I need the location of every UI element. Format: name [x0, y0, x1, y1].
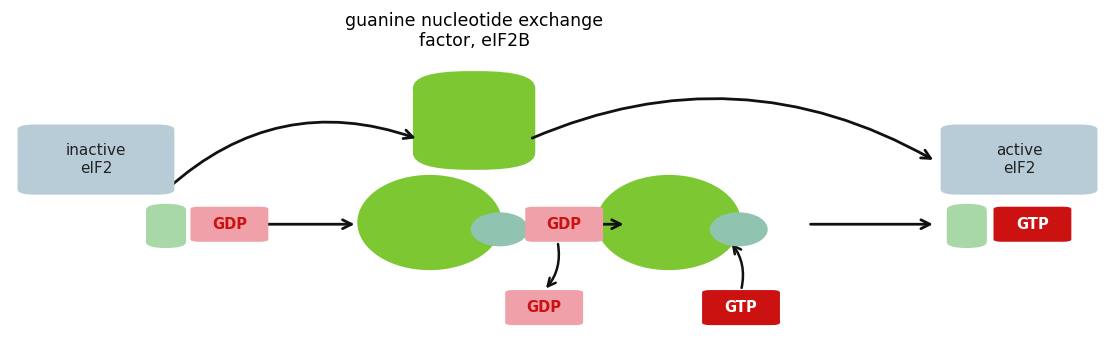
FancyBboxPatch shape [525, 207, 603, 242]
Text: GTP: GTP [725, 300, 757, 315]
FancyBboxPatch shape [18, 125, 174, 194]
FancyBboxPatch shape [413, 71, 535, 170]
Text: GDP: GDP [546, 217, 582, 232]
FancyBboxPatch shape [191, 207, 269, 242]
Text: GDP: GDP [526, 300, 562, 315]
Text: guanine nucleotide exchange
factor, eIF2B: guanine nucleotide exchange factor, eIF2… [345, 12, 603, 50]
Text: GTP: GTP [1016, 217, 1049, 232]
Text: inactive
eIF2: inactive eIF2 [66, 143, 126, 176]
FancyBboxPatch shape [947, 204, 987, 248]
Ellipse shape [471, 212, 529, 246]
FancyBboxPatch shape [941, 125, 1097, 194]
FancyBboxPatch shape [702, 290, 780, 325]
Ellipse shape [710, 212, 768, 246]
Ellipse shape [597, 175, 741, 270]
FancyBboxPatch shape [146, 204, 186, 248]
Text: active
eIF2: active eIF2 [996, 143, 1043, 176]
Ellipse shape [357, 175, 502, 270]
Text: GDP: GDP [212, 217, 246, 232]
FancyBboxPatch shape [505, 290, 583, 325]
FancyBboxPatch shape [993, 207, 1072, 242]
